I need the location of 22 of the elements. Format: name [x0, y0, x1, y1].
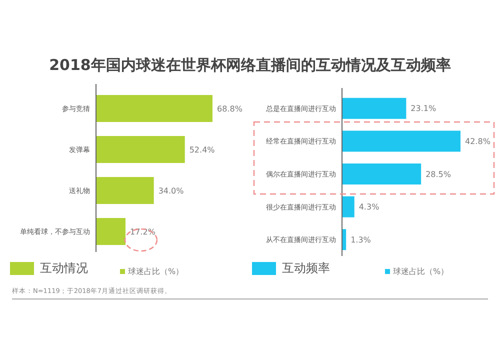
bar: [96, 218, 126, 245]
text: 2018年国内球迷在世界杯网络直播间的互动情况及互动频率: [49, 56, 451, 74]
bar: [96, 136, 185, 163]
data-label: 42.8%: [465, 137, 491, 146]
legend-title: 互动情况: [40, 261, 88, 275]
bar: [342, 98, 406, 119]
bar: [342, 229, 346, 250]
data-label: 1.3%: [350, 235, 372, 244]
bar: [96, 177, 154, 204]
bar: [342, 130, 460, 152]
bar: [342, 196, 354, 218]
data-label: 28.5%: [426, 170, 452, 179]
legend-label: 球迷占比（%）: [128, 267, 184, 276]
legend-label: 球迷占比（%）: [393, 267, 449, 276]
data-label: 52.4%: [189, 145, 216, 154]
data-label: 34.0%: [158, 186, 184, 196]
data-label: 23.1%: [410, 104, 436, 114]
data-label: 4.3%: [358, 202, 380, 212]
legend-title: 互动频率: [282, 261, 330, 275]
bar: [96, 95, 212, 122]
data-label: 68.8%: [217, 104, 243, 114]
bar: [342, 164, 422, 184]
